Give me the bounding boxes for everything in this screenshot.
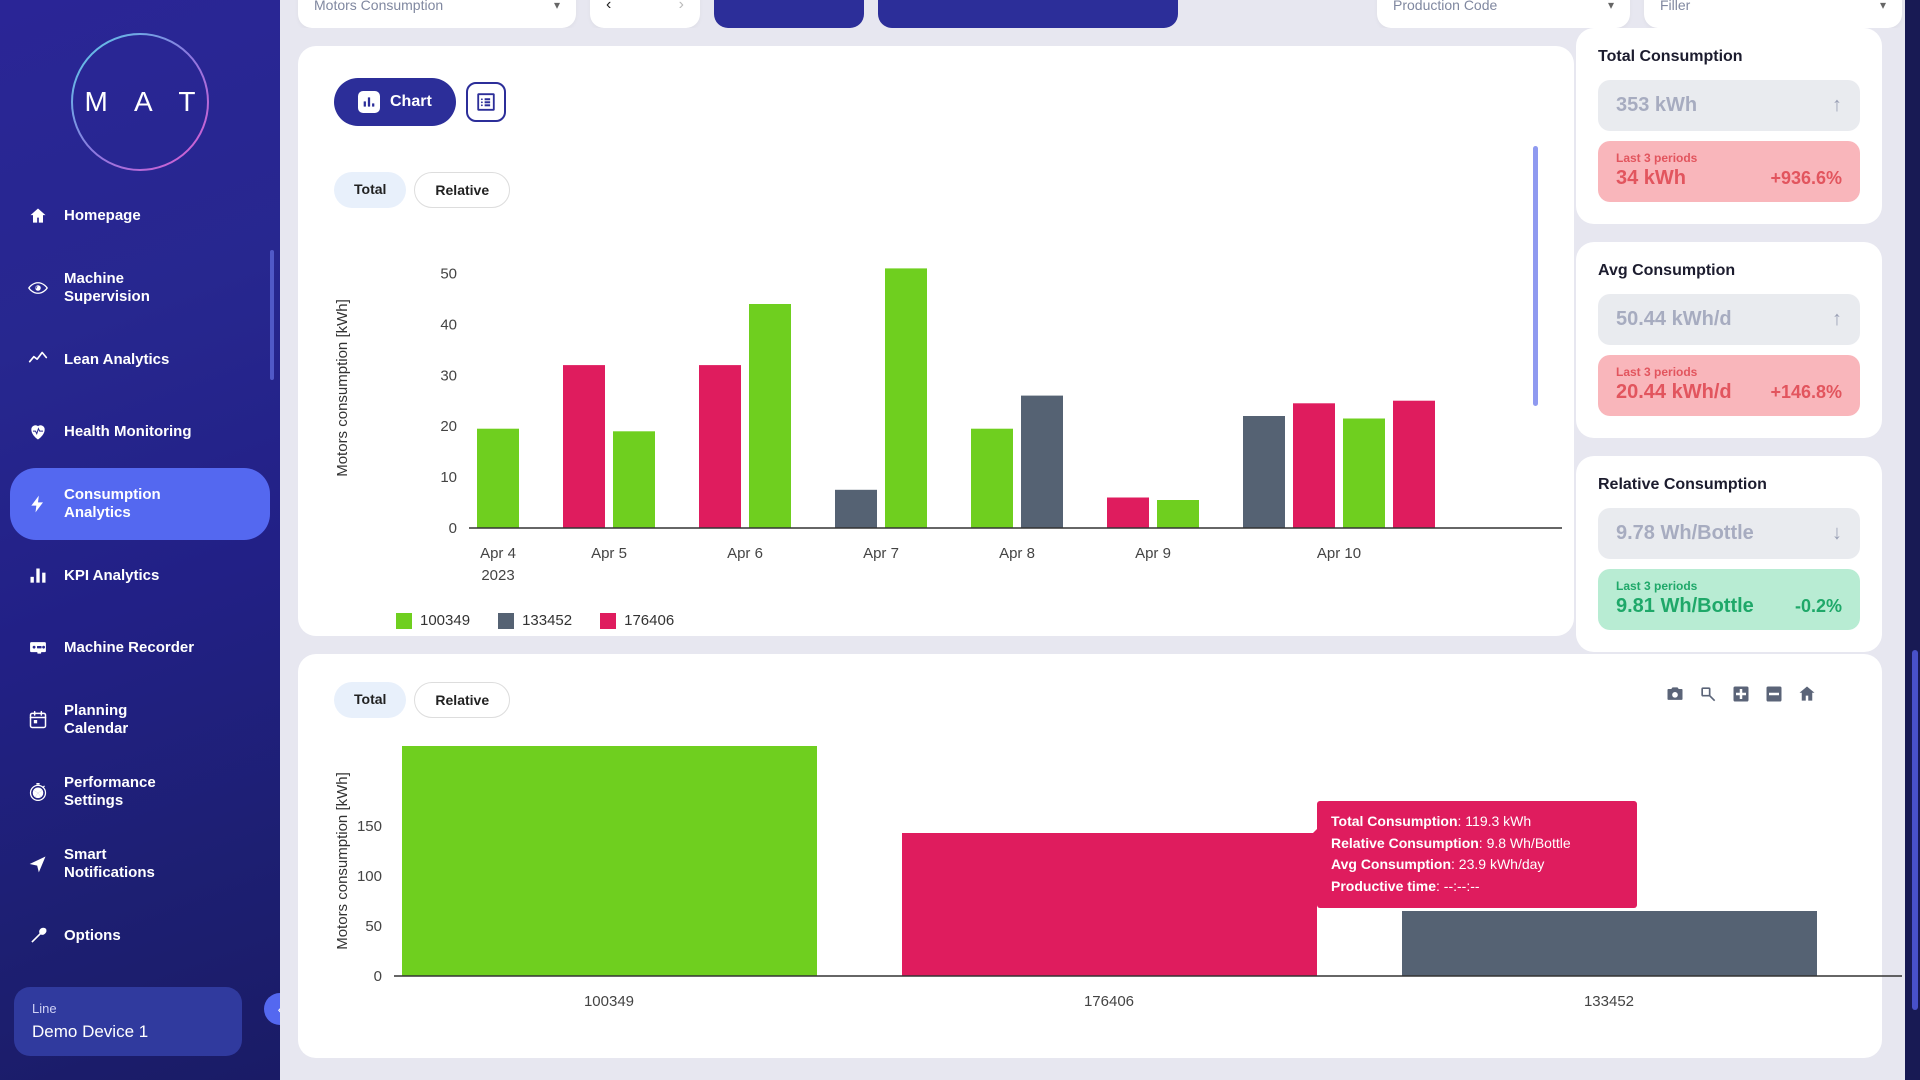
svg-text:Apr 10: Apr 10 bbox=[1317, 545, 1361, 562]
svg-text:176406: 176406 bbox=[1084, 993, 1134, 1010]
svg-text:20: 20 bbox=[440, 418, 457, 435]
svg-text:133452: 133452 bbox=[1584, 993, 1634, 1010]
svg-text:150: 150 bbox=[357, 818, 382, 835]
svg-text:30: 30 bbox=[440, 367, 457, 384]
svg-text:50: 50 bbox=[365, 918, 382, 935]
svg-text:Apr 5: Apr 5 bbox=[591, 545, 627, 562]
svg-text:Motors consumption [kWh]: Motors consumption [kWh] bbox=[334, 299, 351, 477]
svg-text:40: 40 bbox=[440, 316, 457, 333]
svg-text:10: 10 bbox=[440, 469, 457, 486]
svg-text:2023: 2023 bbox=[481, 567, 514, 584]
svg-text:Apr 8: Apr 8 bbox=[999, 545, 1035, 562]
svg-text:Motors consumption [kWh]: Motors consumption [kWh] bbox=[334, 772, 351, 950]
svg-text:Apr 4: Apr 4 bbox=[480, 545, 516, 562]
svg-text:100349: 100349 bbox=[584, 993, 634, 1010]
svg-text:100: 100 bbox=[357, 868, 382, 885]
svg-text:Apr 9: Apr 9 bbox=[1135, 545, 1171, 562]
svg-text:Apr 6: Apr 6 bbox=[727, 545, 763, 562]
svg-text:0: 0 bbox=[449, 520, 457, 537]
svg-text:Apr 7: Apr 7 bbox=[863, 545, 899, 562]
svg-text:50: 50 bbox=[440, 266, 457, 283]
svg-text:0: 0 bbox=[374, 968, 382, 985]
